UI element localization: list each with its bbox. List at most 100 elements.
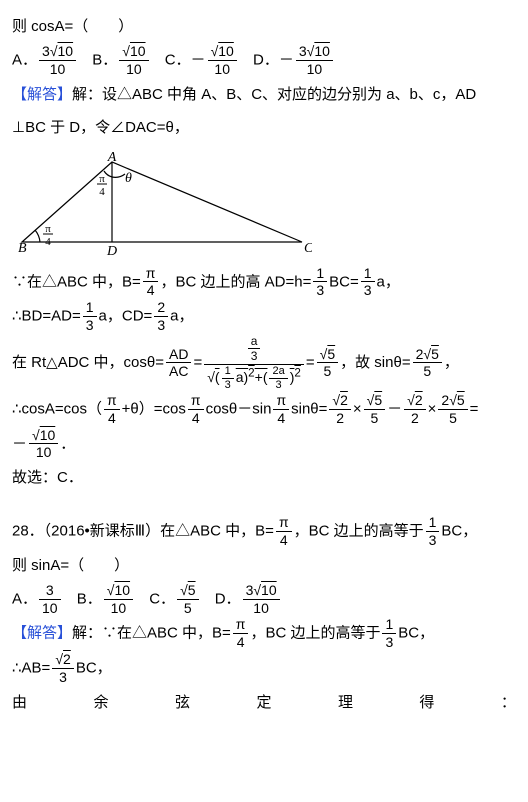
t: ，BC 边上的高 AD=h= [160, 273, 311, 290]
triangle-abc [22, 162, 302, 242]
q28-opt-b: B．1010 [77, 582, 135, 617]
lbl: D． [215, 590, 241, 607]
t: × [428, 400, 437, 417]
frac: 22 [402, 392, 427, 427]
frac: 23 [50, 651, 75, 686]
t: 28．（2016•新课标Ⅲ）在△ABC 中，B= [12, 522, 274, 539]
lbl: B． [92, 51, 117, 68]
frac: 22 [327, 392, 352, 427]
t: a， [377, 273, 400, 290]
anga-num: π [99, 173, 105, 185]
q27-opt-a: A．31010 [12, 43, 78, 78]
frac: 31010 [294, 43, 335, 78]
t: ，故 sinθ= [340, 354, 410, 371]
frac: 1010 [206, 43, 239, 78]
c: 理 [338, 686, 353, 719]
angb-den: 4 [45, 236, 51, 248]
q27-choices-row: A．31010 B．1010 C．－1010 D．－31010 [12, 43, 516, 78]
neg: － [191, 51, 206, 68]
t: BC， [76, 659, 112, 676]
t: = [193, 354, 202, 371]
t: BC= [329, 273, 359, 290]
q28-head: 28．（2016•新课标Ⅲ）在△ABC 中，B=π4，BC 边上的高等于13BC… [12, 514, 516, 549]
q27-line7: －1010． [12, 427, 516, 462]
theta: θ [125, 171, 132, 186]
c: 由 [12, 686, 27, 719]
frac: 13 [311, 265, 329, 300]
t: sinθ= [291, 400, 327, 417]
lbl: A． [12, 51, 37, 68]
t: ∴BD=AD= [12, 307, 81, 324]
t: － [12, 435, 27, 452]
t: ，BC 边上的高等于 [250, 625, 380, 642]
frac: π4 [274, 514, 294, 549]
frac: 13 [81, 299, 99, 334]
big-frac: a3(13a)2+(2a3)2 [202, 334, 306, 392]
t: BC， [398, 625, 434, 642]
frac: π4 [102, 392, 122, 427]
q28-sol-line2: ∴AB=23BC， [12, 651, 516, 686]
t: cosθ－sin [206, 400, 272, 417]
arc-a-right [112, 174, 125, 177]
frac: 55 [175, 582, 200, 617]
frac: 31010 [241, 582, 282, 617]
frac: 255 [411, 346, 444, 381]
lbl: C． [165, 51, 191, 68]
q28-prompt: 则 sinA=（ ） [12, 549, 516, 582]
frac: 1010 [102, 582, 135, 617]
lbl: C． [149, 590, 175, 607]
t: × [353, 400, 362, 417]
sol-tag: 【解答】 [12, 86, 72, 103]
q27-sol-line2: ⊥BC 于 D，令∠DAC=θ， [12, 111, 516, 144]
frac: 13 [424, 514, 442, 549]
t: +θ）=cos [122, 400, 186, 417]
t: ∵在△ABC 中，B= [12, 273, 141, 290]
q27-line5: 在 Rt△ADC 中，cosθ=ADAC=a3(13a)2+(2a3)2=55，… [12, 334, 516, 392]
frac: π4 [186, 392, 206, 427]
frac: π4 [141, 265, 161, 300]
t: = [306, 354, 315, 371]
q27-opt-c: C．－1010 [165, 43, 239, 78]
q27-line4: ∴BD=AD=13a，CD=23a， [12, 299, 516, 334]
t: a， [170, 307, 193, 324]
t: 解：∵在△ABC 中，B= [72, 625, 231, 642]
triangle-diagram: A B C D θ π 4 π 4 [12, 152, 312, 257]
t: ∴AB= [12, 659, 50, 676]
lbl: B． [77, 590, 102, 607]
q28-last-line: 由 余 弦 定 理 得 ： [12, 686, 516, 719]
t: BC， [441, 522, 477, 539]
arc-a-left [104, 171, 112, 177]
q27-sol-line1: 【解答】解：设△ABC 中角 A、B、C、对应的边分别为 a、b、c，AD [12, 78, 516, 111]
t: 在 Rt△ADC 中，cosθ= [12, 354, 164, 371]
frac: 23 [152, 299, 170, 334]
q27-opt-b: B．1010 [92, 43, 150, 78]
q28-opt-d: D．31010 [215, 582, 282, 617]
q27-line3: ∵在△ABC 中，B=π4，BC 边上的高 AD=h=13BC=13a， [12, 265, 516, 300]
arc-b [35, 230, 40, 242]
c: 余 [93, 686, 108, 719]
frac: 310 [37, 582, 63, 617]
c: 弦 [175, 686, 190, 719]
q27-pick: 故选：C． [12, 461, 516, 494]
t: = [470, 400, 479, 417]
neg: － [279, 51, 294, 68]
q27-line6: ∴cosA=cos（π4+θ）=cosπ4cosθ－sinπ4sinθ=22×5… [12, 392, 516, 427]
t: ， [444, 354, 459, 371]
pt-d: D [106, 244, 117, 257]
anga-den: 4 [99, 186, 105, 198]
q28-opt-a: A．310 [12, 582, 63, 617]
frac: 55 [362, 392, 387, 427]
c: ： [501, 686, 516, 719]
frac: 1010 [117, 43, 150, 78]
lbl: A． [12, 590, 37, 607]
frac: 255 [436, 392, 469, 427]
sol-tag: 【解答】 [12, 625, 72, 642]
frac: 55 [315, 346, 340, 381]
frac: ADAC [164, 346, 193, 381]
t: ． [60, 435, 75, 452]
q28-choices-row: A．310 B．1010 C．55 D．31010 [12, 582, 516, 617]
pt-a: A [107, 152, 117, 165]
frac: 13 [380, 616, 398, 651]
frac: π4 [231, 616, 251, 651]
frac: 31010 [37, 43, 78, 78]
